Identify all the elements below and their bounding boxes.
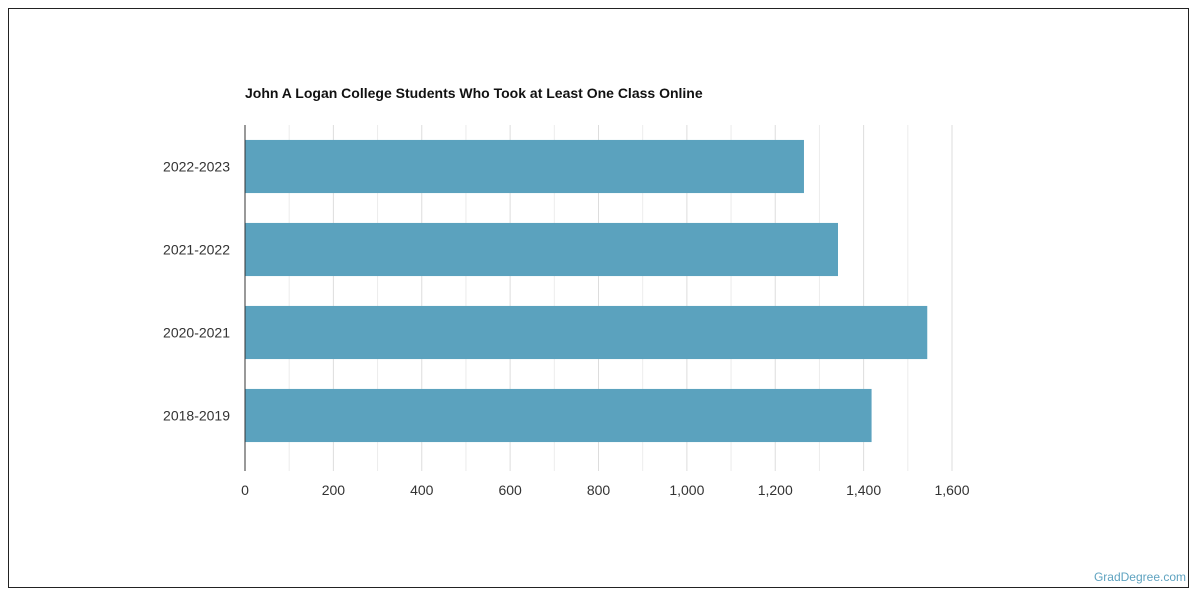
y-tick-label: 2020-2021 [163,325,230,341]
x-tick-label: 400 [410,482,434,498]
x-tick-label: 600 [498,482,522,498]
y-tick-label: 2021-2022 [163,242,230,258]
x-tick-label: 800 [587,482,611,498]
chart-title: John A Logan College Students Who Took a… [245,85,703,101]
x-tick-label: 1,200 [758,482,793,498]
x-tick-label: 200 [322,482,346,498]
x-tick-label: 1,000 [669,482,704,498]
bar [245,139,804,194]
y-tick-label: 2022-2023 [163,159,230,175]
x-tick-label: 1,600 [934,482,969,498]
bar [245,305,928,360]
x-tick-label: 1,400 [846,482,881,498]
bar [245,222,838,277]
watermark-link[interactable]: GradDegree.com [1093,570,1186,584]
bar [245,388,872,443]
y-tick-label: 2018-2019 [163,408,230,424]
x-tick-label: 0 [241,482,249,498]
